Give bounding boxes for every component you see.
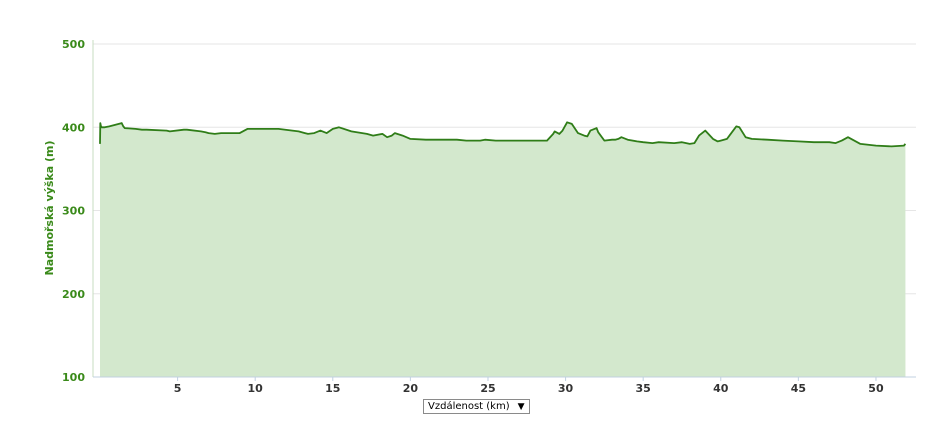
x-tick-label-40: 40 (713, 382, 729, 395)
x-tick-label-15: 15 (325, 382, 340, 395)
x-tick-label-5: 5 (174, 382, 182, 395)
y-tick-label-500: 500 (62, 38, 85, 51)
elevation-line (99, 121, 907, 148)
x-tick-label-35: 35 (636, 382, 651, 395)
x-tick-label-20: 20 (403, 382, 419, 395)
elevation-fill (100, 122, 906, 377)
elevation-area (99, 121, 907, 377)
x-tick-label-30: 30 (558, 382, 574, 395)
y-tick-label-200: 200 (62, 288, 85, 301)
y-tick-label-400: 400 (62, 121, 85, 134)
y-tick-label-100: 100 (62, 371, 85, 384)
y-axis-label: Nadmořská výška (m) (43, 140, 56, 275)
x-tick-label-10: 10 (248, 382, 264, 395)
y-tick-label-300: 300 (62, 205, 85, 218)
x-tick-label-25: 25 (480, 382, 495, 395)
x-axis-unit-label: Vzdálenost (km) (428, 401, 510, 412)
x-tick-labels: 5 10 15 20 25 30 35 40 45 50 (174, 382, 884, 395)
dropdown-arrow-icon: ▼ (517, 402, 525, 412)
y-tick-labels: 100 200 300 400 500 (62, 38, 85, 384)
x-axis-unit-select[interactable]: Vzdálenost (km) ▼ (423, 399, 530, 414)
x-tick-label-50: 50 (868, 382, 884, 395)
axes (92, 40, 916, 381)
x-tick-label-45: 45 (791, 382, 806, 395)
